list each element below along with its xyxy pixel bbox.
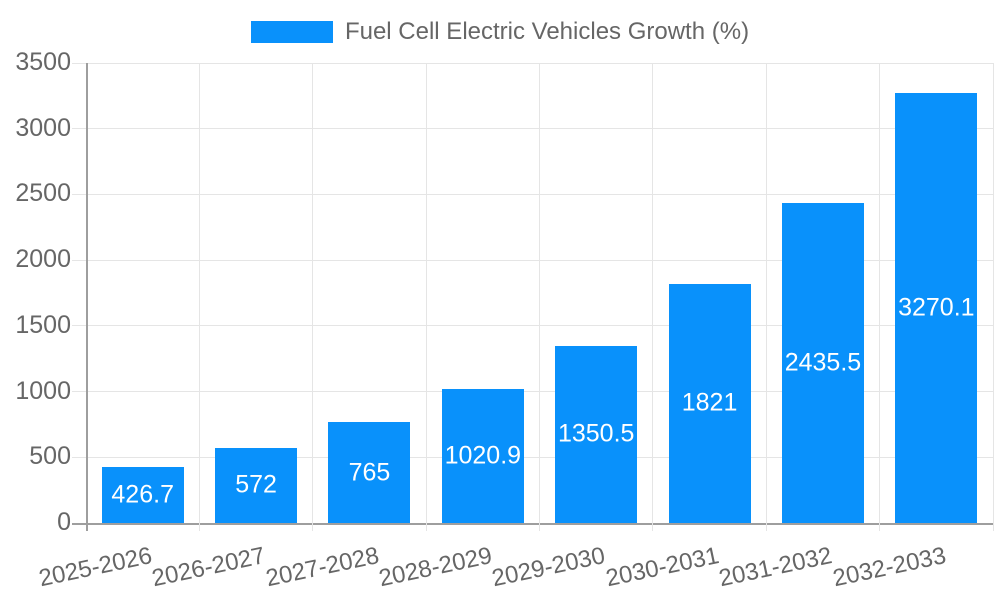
y-tick-label: 1000 xyxy=(15,376,71,405)
x-gridline xyxy=(879,63,881,531)
y-tick-label: 2500 xyxy=(15,179,71,208)
bar[interactable] xyxy=(215,447,298,523)
x-tick-label: 2032-2033 xyxy=(830,542,948,593)
y-axis-spine xyxy=(85,63,88,531)
x-gridline xyxy=(539,63,540,531)
y-tick-label: 3500 xyxy=(15,47,71,76)
x-tick-label: 2030-2031 xyxy=(603,542,722,593)
y-gridline xyxy=(72,193,993,195)
y-tick-label: 1500 xyxy=(15,310,71,339)
x-tick-label: 2031-2032 xyxy=(716,542,835,593)
y-tick-label: 2000 xyxy=(15,245,71,274)
x-tick-label: 2027-2028 xyxy=(263,542,382,593)
y-gridline xyxy=(72,62,993,64)
bar[interactable] xyxy=(895,93,978,523)
x-gridline xyxy=(425,63,427,531)
bar[interactable] xyxy=(101,466,184,523)
x-tick-label: 2028-2029 xyxy=(376,542,495,593)
x-gridline xyxy=(312,63,314,531)
x-gridline xyxy=(765,63,767,531)
bar[interactable] xyxy=(555,345,638,523)
x-tick-label: 2026-2027 xyxy=(149,542,268,593)
legend-swatch xyxy=(250,21,333,43)
bar[interactable] xyxy=(441,388,524,523)
y-tick-label: 0 xyxy=(57,507,71,536)
x-gridline xyxy=(198,63,200,531)
legend-item[interactable]: Fuel Cell Electric Vehicles Growth (%) xyxy=(0,18,1000,46)
x-gridline xyxy=(652,63,654,531)
plot-area: 0 500 1000 1500 2000 2500 3000 3500 426.7 572 765 1… xyxy=(15,48,994,592)
y-gridline xyxy=(72,128,993,130)
bar[interactable] xyxy=(781,202,864,523)
bar[interactable] xyxy=(328,422,411,523)
x-gridline xyxy=(992,63,994,531)
x-tick-label: 2029-2030 xyxy=(489,542,608,593)
y-tick-label: 3000 xyxy=(15,113,71,142)
bar[interactable] xyxy=(668,283,751,523)
legend-label: Fuel Cell Electric Vehicles Growth (%) xyxy=(344,18,750,45)
y-tick-label: 500 xyxy=(29,442,71,471)
x-tick-label: 2025-2026 xyxy=(36,542,155,593)
